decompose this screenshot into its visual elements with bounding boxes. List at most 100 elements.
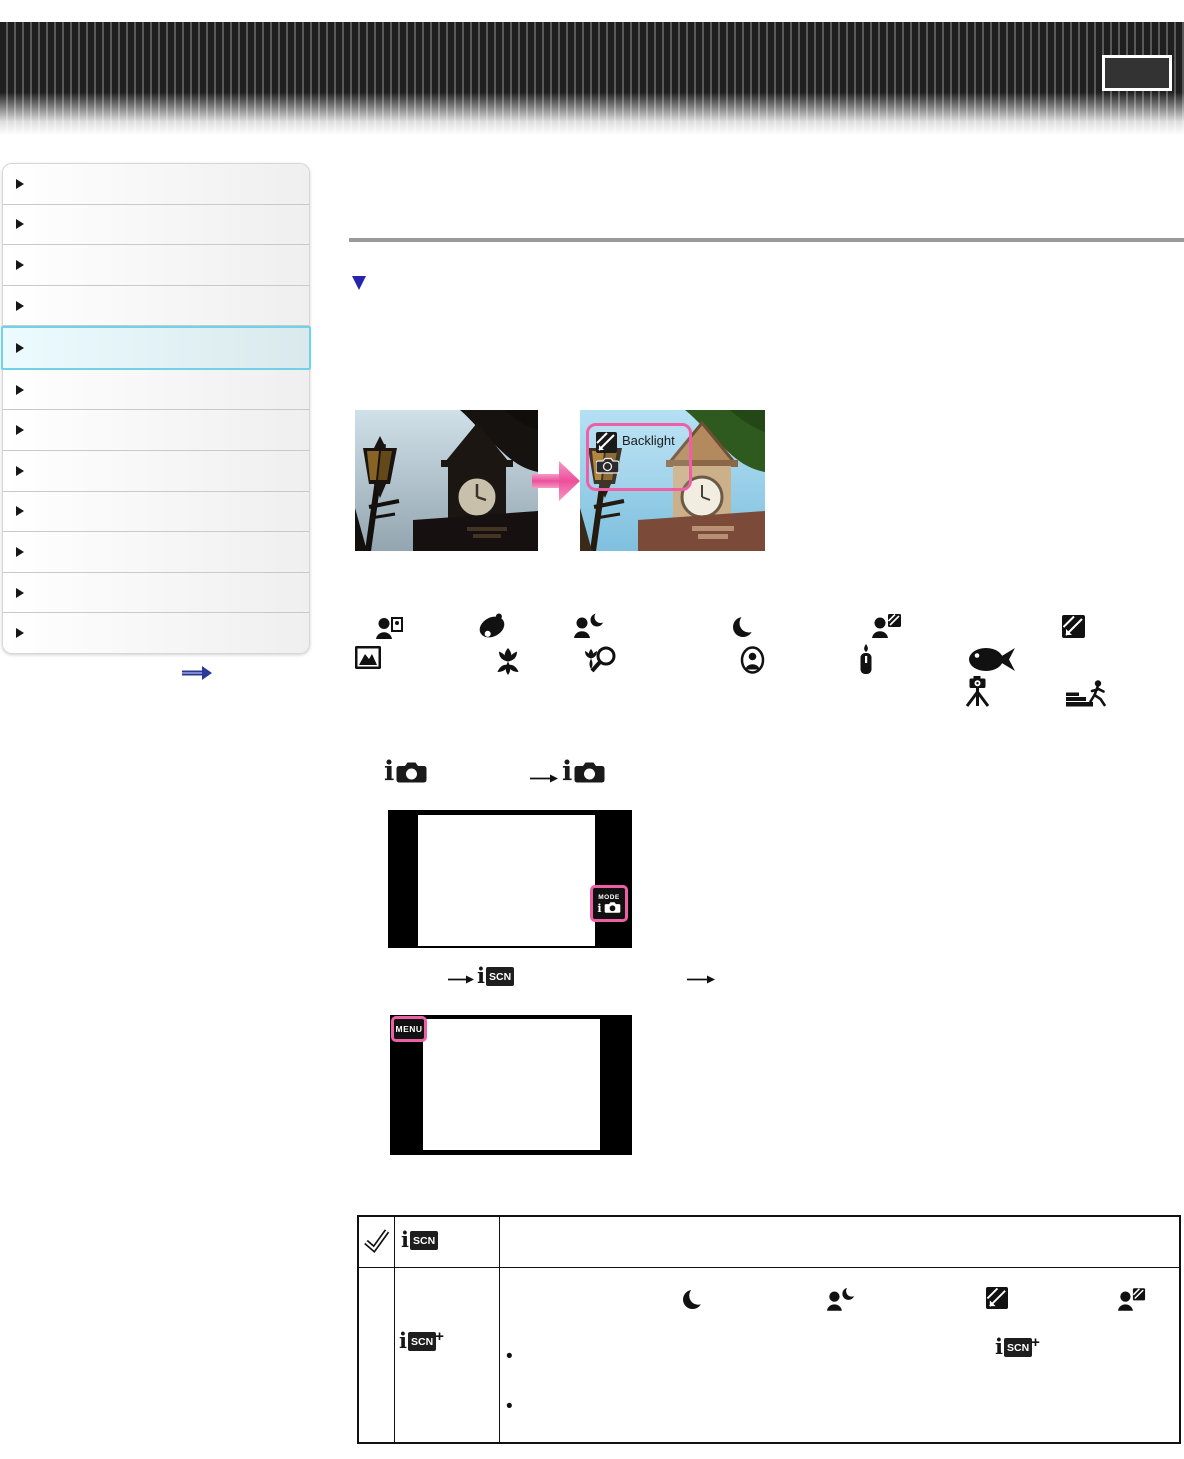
bullet-arrow-icon [16, 587, 24, 598]
camera-screen-menu: MENU [390, 1015, 632, 1155]
after-photo: Backlight [580, 410, 765, 552]
i-letter: i [597, 902, 602, 915]
bullet-arrow-icon [16, 546, 24, 557]
spotlight-icon [740, 646, 765, 679]
backlight-icon [596, 432, 617, 458]
settings-table: i SCN i SCN + [357, 1215, 1181, 1444]
scn-badge: SCN [407, 1332, 437, 1351]
i-letter: i [477, 963, 485, 988]
portrait-icon [376, 616, 403, 644]
infant-icon [477, 613, 508, 645]
table-row: i SCN + [359, 1268, 1179, 1442]
i-letter: i [399, 1328, 407, 1353]
header-banner-fade [0, 22, 1184, 135]
bullet-arrow-icon [16, 506, 24, 517]
intelligent-auto-icon: i [562, 756, 605, 787]
i-letter: i [384, 756, 395, 787]
iscn-icon: i SCN [401, 1227, 439, 1252]
sidebar-item-3[interactable] [3, 245, 309, 286]
tripod-icon [964, 676, 991, 712]
close-focus-icon [583, 645, 617, 678]
plus-mark: + [435, 1328, 444, 1345]
bullet-point: • [506, 1396, 513, 1417]
sidebar-nav [1, 163, 311, 654]
intelligent-auto-icon: i [384, 756, 427, 787]
check-icon [363, 1227, 390, 1259]
mode-icon-cell: i SCN + [395, 1268, 500, 1442]
arrow-right-icon [687, 974, 715, 985]
i-letter: i [995, 1334, 1003, 1359]
bullet-point: • [506, 1346, 513, 1367]
backlight-icon [1062, 615, 1085, 643]
intelligent-auto-icon-small: i [597, 901, 620, 915]
description-cell: • i SCN + • [500, 1268, 1179, 1442]
low-light-icon [859, 644, 873, 679]
screen-display-area [423, 1019, 600, 1150]
arrow-right-icon [448, 974, 474, 985]
mode-button: MODE i [590, 885, 628, 922]
section-divider [349, 238, 1184, 242]
arrow-right-icon [530, 773, 558, 784]
section-marker-icon [352, 276, 366, 290]
bullet-arrow-icon [16, 259, 24, 270]
scene-recognition-overlay: Backlight [586, 423, 692, 491]
plus-mark: + [1031, 1334, 1040, 1351]
i-letter: i [562, 756, 573, 787]
bullet-arrow-icon [16, 384, 24, 395]
scene-label: Backlight [622, 433, 675, 448]
landscape-icon [355, 646, 381, 674]
before-photo [355, 410, 538, 552]
sidebar-item-5-active[interactable] [1, 326, 311, 370]
sidebar-item-8[interactable] [3, 451, 309, 492]
sidebar-more-arrow-icon[interactable] [182, 665, 212, 686]
sidebar-item-12[interactable] [3, 613, 309, 653]
iscn-plus-icon: i SCN + [399, 1328, 444, 1353]
sidebar-item-6[interactable] [3, 369, 309, 411]
move-icon [1066, 680, 1108, 712]
sidebar-item-7[interactable] [3, 410, 309, 452]
bullet-arrow-icon [16, 628, 24, 639]
night-scene-icon [683, 1286, 708, 1315]
sidebar-item-2[interactable] [3, 204, 309, 246]
camera-glyph [396, 762, 427, 783]
bullet-arrow-icon [16, 343, 24, 354]
night-portrait-icon [826, 1285, 858, 1316]
bullet-arrow-icon [16, 178, 24, 189]
scn-badge: SCN [409, 1231, 439, 1250]
night-scene-icon [733, 613, 759, 643]
mode-label: MODE [598, 894, 620, 901]
sidebar-item-11[interactable] [3, 572, 309, 614]
menu-button: MENU [391, 1016, 427, 1042]
camera-screen-mode: MODE i [388, 810, 632, 948]
table-row: i SCN [359, 1217, 1179, 1268]
default-check-cell [359, 1268, 395, 1442]
macro-icon [496, 648, 520, 680]
mode-icon-cell: i SCN [395, 1217, 500, 1267]
i-letter: i [401, 1227, 409, 1252]
backlight-portrait-icon [871, 613, 902, 643]
underwater-icon [968, 646, 1016, 678]
default-check-cell [359, 1217, 395, 1267]
backlight-icon [986, 1287, 1008, 1314]
bullet-arrow-icon [16, 465, 24, 476]
iscn-plus-icon: i SCN + [995, 1334, 1040, 1359]
sidebar-item-9[interactable] [3, 491, 309, 533]
sidebar-item-10[interactable] [3, 532, 309, 573]
description-cell [500, 1217, 1179, 1267]
bullet-arrow-icon [16, 300, 24, 311]
menu-label: MENU [395, 1024, 423, 1034]
iscn-icon: i SCN [477, 963, 515, 988]
camera-glyph [574, 762, 605, 783]
sidebar-item-1[interactable] [3, 164, 309, 205]
scn-badge: SCN [1003, 1338, 1033, 1357]
screen-display-area [418, 815, 595, 946]
bullet-arrow-icon [16, 219, 24, 230]
backlight-portrait-icon [1117, 1287, 1146, 1316]
sidebar-item-4[interactable] [3, 285, 309, 327]
header-button[interactable] [1102, 55, 1172, 91]
bullet-arrow-icon [16, 425, 24, 436]
transition-arrow-icon [532, 461, 580, 506]
night-portrait-icon [573, 611, 607, 643]
scn-badge: SCN [485, 967, 515, 986]
camera-icon [595, 457, 620, 479]
